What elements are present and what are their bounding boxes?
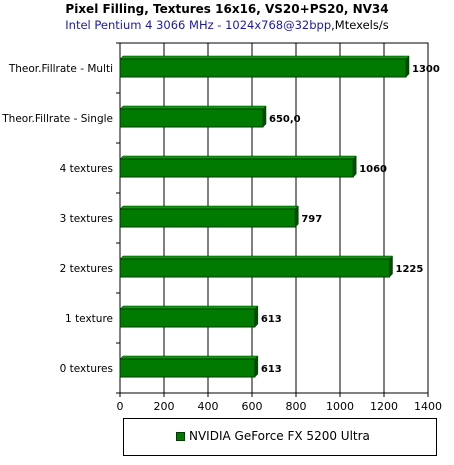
chart-title: Pixel Filling, Textures 16x16, VS20+PS20… bbox=[65, 2, 389, 16]
category-label: Theor.Fillrate - Multi bbox=[8, 63, 113, 75]
bar-value-label: 1060 bbox=[359, 164, 387, 175]
bar-value-label: 650,0 bbox=[269, 114, 301, 125]
bar-value-label: 797 bbox=[301, 214, 322, 225]
category-label: 0 textures bbox=[60, 363, 113, 375]
legend: NVIDIA GeForce FX 5200 Ultra bbox=[123, 418, 437, 456]
legend-label: NVIDIA GeForce FX 5200 Ultra bbox=[189, 429, 370, 443]
bar-value-label: 613 bbox=[261, 314, 282, 325]
category-label: 2 textures bbox=[60, 263, 113, 275]
x-tick-label: 1400 bbox=[414, 400, 442, 413]
x-tick-label: 1200 bbox=[370, 400, 398, 413]
bar bbox=[119, 258, 390, 278]
category-label: 3 textures bbox=[60, 213, 113, 225]
category-label: 4 textures bbox=[60, 163, 113, 175]
category-label: 1 texture bbox=[65, 313, 113, 325]
bar bbox=[119, 358, 256, 378]
subtitle-cpu: Intel Pentium 4 3066 MHz - 1024x768@32bp… bbox=[65, 18, 332, 32]
x-tick-label: 200 bbox=[154, 400, 175, 413]
bar bbox=[119, 108, 264, 128]
bar bbox=[119, 308, 256, 328]
chart-subtitle: Intel Pentium 4 3066 MHz - 1024x768@32bp… bbox=[0, 18, 454, 32]
bar bbox=[119, 158, 354, 178]
x-tick-label: 1000 bbox=[326, 400, 354, 413]
bar-value-label: 1225 bbox=[396, 264, 424, 275]
bar-value-label: 1300 bbox=[412, 64, 440, 75]
bar bbox=[119, 208, 296, 228]
category-label: Theor.Fillrate - Single bbox=[1, 113, 113, 125]
bar bbox=[119, 58, 407, 78]
legend-swatch bbox=[176, 432, 185, 441]
bar-value-label: 613 bbox=[261, 364, 282, 375]
x-tick-label: 0 bbox=[117, 400, 124, 413]
subtitle-unit: ,Mtexels/s bbox=[331, 18, 389, 32]
x-tick-label: 800 bbox=[286, 400, 307, 413]
x-tick-label: 400 bbox=[198, 400, 219, 413]
x-tick-label: 600 bbox=[242, 400, 263, 413]
